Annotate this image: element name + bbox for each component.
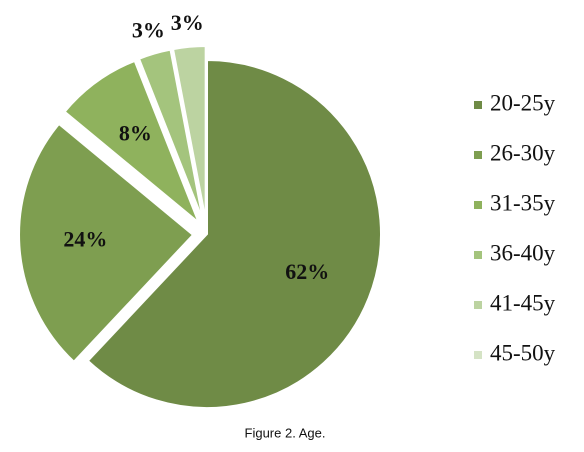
legend-swatch <box>474 201 482 209</box>
data-label: 3% <box>132 17 165 42</box>
pie-slice <box>171 45 207 221</box>
legend-swatch <box>474 351 482 359</box>
pie-slice <box>137 48 205 221</box>
pie-slice <box>86 58 382 409</box>
legend-swatch <box>474 251 482 259</box>
data-label: 62% <box>285 259 329 284</box>
legend-label: 26-30y <box>490 140 556 165</box>
pie-slice <box>18 122 195 364</box>
chart-caption: Figure 2. Age. <box>245 425 326 440</box>
legend-swatch <box>474 151 482 159</box>
legend-label: 36-40y <box>490 240 556 265</box>
legend-label: 20-25y <box>490 90 556 115</box>
data-label: 3% <box>171 10 204 35</box>
legend-label: 31-35y <box>490 190 556 215</box>
legend-swatch <box>474 101 482 109</box>
data-label: 24% <box>63 227 107 252</box>
legend-swatch <box>474 301 482 309</box>
legend-label: 45-50y <box>490 340 556 365</box>
legend-label: 41-45y <box>490 290 556 315</box>
data-label: 8% <box>119 120 152 145</box>
pie-slice <box>63 59 200 224</box>
